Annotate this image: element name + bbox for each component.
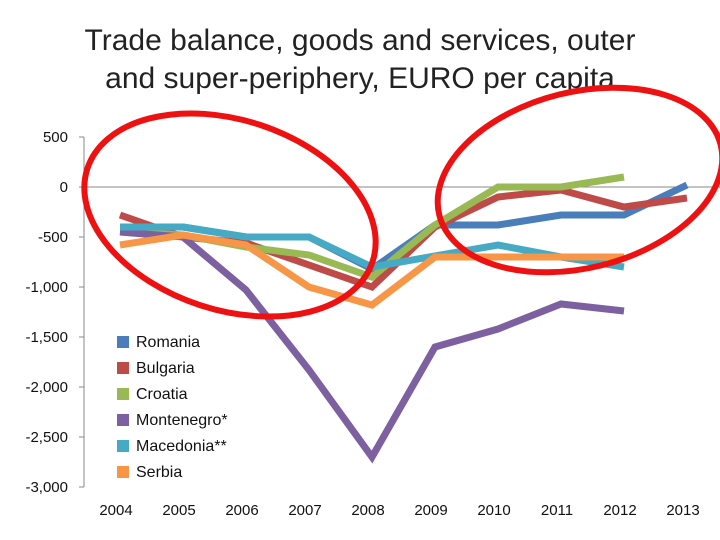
series-line-montenegro <box>119 228 625 464</box>
y-tick-label: 0 <box>60 179 68 196</box>
y-axis-ticks: 500 0 -500 -1,000 -1,500 -2,000 -2,500 -3,000 <box>25 129 84 496</box>
legend-label-croatia: Croatia <box>136 386 188 403</box>
chart-title: Trade balance, goods and services, outer… <box>0 22 720 98</box>
legend-label-serbia: Serbia <box>136 464 182 481</box>
chart-title-line-2: and super-periphery, EURO per capita <box>105 62 615 95</box>
red-circle-annotation <box>81 110 379 320</box>
x-tick-label: 2009 <box>414 502 447 519</box>
legend-swatch-montenegro <box>117 414 129 426</box>
y-tick-label: -2,000 <box>25 379 68 396</box>
x-tick-label: 2011 <box>541 502 573 519</box>
x-tick-label: 2010 <box>477 502 510 519</box>
series-lines <box>118 173 689 464</box>
legend-swatch-macedonia <box>117 440 129 452</box>
legend: Romania Bulgaria Croatia Montenegro* Macedon… <box>108 322 258 486</box>
x-tick-label: 2013 <box>666 502 699 519</box>
y-tick-label: -3,000 <box>25 479 68 496</box>
y-tick-label: 500 <box>43 129 68 146</box>
legend-swatch-croatia <box>117 388 129 400</box>
annotations <box>81 84 720 320</box>
x-tick-label: 2007 <box>288 502 321 519</box>
x-tick-label: 2006 <box>225 502 258 519</box>
x-tick-label: 2012 <box>603 502 636 519</box>
y-tick-label: -2,500 <box>25 429 68 446</box>
red-circle-annotation <box>434 84 720 276</box>
x-tick-label: 2004 <box>99 502 132 519</box>
y-tick-label: -500 <box>38 229 68 246</box>
y-tick-label: -1,500 <box>25 329 68 346</box>
legend-swatch-serbia <box>117 466 129 478</box>
legend-label-montenegro: Montenegro* <box>136 412 228 429</box>
legend-label-macedonia: Macedonia** <box>136 438 227 455</box>
chart-title-line-1: Trade balance, goods and services, outer <box>84 24 636 57</box>
legend-swatch-bulgaria <box>117 362 129 374</box>
series-line-serbia <box>119 231 624 309</box>
x-tick-label: 2008 <box>351 502 384 519</box>
legend-background <box>108 322 258 486</box>
x-axis-ticks: 2004 2005 2006 2007 2008 2009 2010 2011 2012 2013 <box>99 502 699 519</box>
y-tick-label: -1,000 <box>25 279 68 296</box>
legend-label-bulgaria: Bulgaria <box>136 360 195 377</box>
x-tick-label: 2005 <box>162 502 195 519</box>
legend-label-romania: Romania <box>136 334 200 351</box>
legend-swatch-romania <box>117 336 129 348</box>
